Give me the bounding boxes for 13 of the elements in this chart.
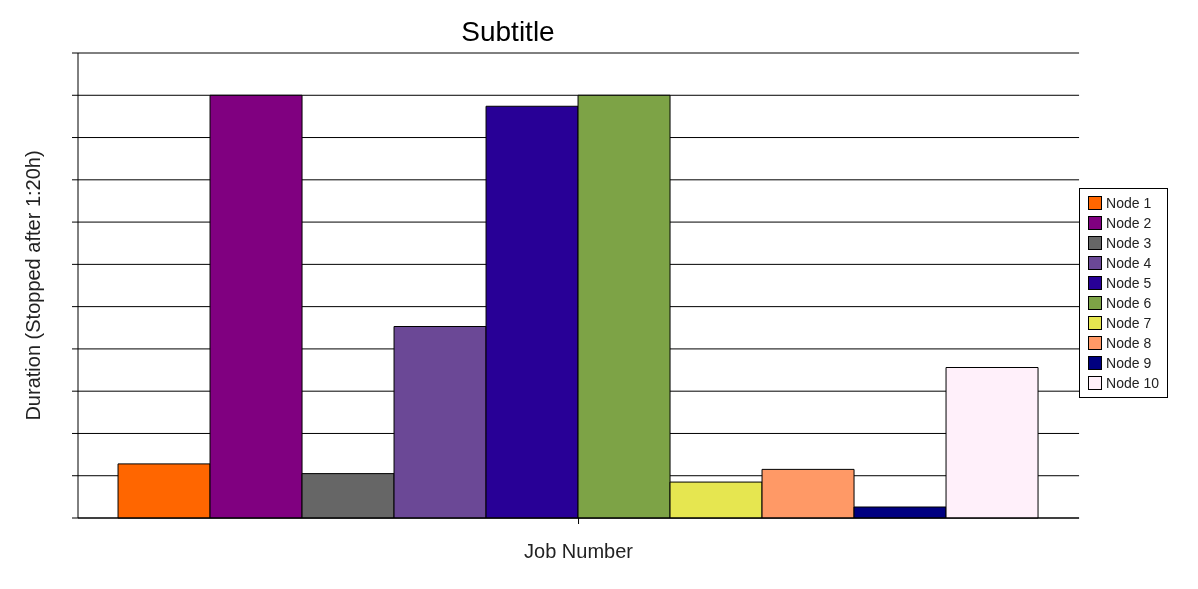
legend-label: Node 5 (1106, 274, 1152, 293)
legend-label: Node 2 (1106, 214, 1152, 233)
x-axis-title: Job Number (524, 540, 634, 562)
legend-label: Node 9 (1106, 354, 1152, 373)
legend-label: Node 4 (1106, 254, 1152, 273)
legend-label: Node 3 (1106, 234, 1152, 253)
legend-label: Node 8 (1106, 334, 1152, 353)
legend-label: Node 6 (1106, 294, 1152, 313)
legend-label: Node 10 (1106, 374, 1159, 393)
legend-label: Node 1 (1106, 194, 1152, 213)
legend-label: Node 7 (1106, 314, 1152, 333)
y-axis-title: Duration (Stopped after 1:20h) (22, 150, 45, 421)
chart-subtitle: Subtitle (461, 16, 555, 47)
